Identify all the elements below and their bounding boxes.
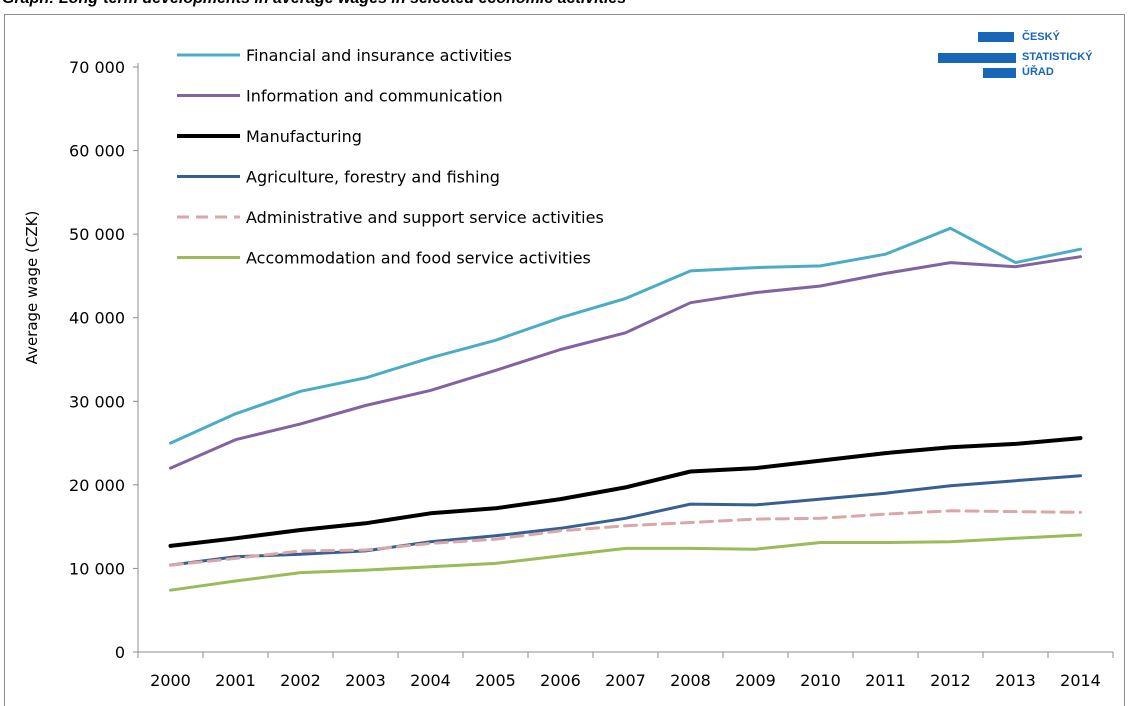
chart-frame: [4, 14, 1125, 706]
logo-text-line-2: STATISTICKÝ: [1022, 51, 1093, 63]
czso-logo: ČESKÝ STATISTICKÝ ÚŘAD: [938, 31, 1092, 82]
y-tick-label: 20 000: [69, 476, 125, 495]
x-tick-label: 2006: [540, 671, 581, 690]
y-tick-label: 30 000: [69, 392, 125, 411]
logo-bar: [938, 53, 1016, 63]
y-tick-label: 10 000: [69, 559, 125, 578]
legend-label: Administrative and support service activ…: [246, 208, 604, 227]
series-line: [169, 255, 1082, 470]
x-tick-label: 2010: [800, 671, 841, 690]
chart-title: Graph: Long-term developments in average…: [2, 0, 626, 8]
x-tick-label: 2001: [215, 671, 256, 690]
y-tick-label: 40 000: [69, 309, 125, 328]
x-tick-label: 2013: [995, 671, 1036, 690]
series-line: [168, 436, 1083, 548]
x-tick-label: 2004: [410, 671, 451, 690]
legend-label: Information and communication: [246, 87, 503, 106]
series-line: [169, 533, 1082, 592]
y-tick-label: 50 000: [69, 225, 125, 244]
x-tick-label: 2009: [735, 671, 776, 690]
legend-label: Agriculture, forestry and fishing: [246, 168, 500, 187]
x-tick-label: 2008: [670, 671, 711, 690]
x-tick-label: 2005: [475, 671, 516, 690]
logo-text-line-3: ÚŘAD: [1022, 66, 1054, 78]
x-tick-label: 2000: [150, 671, 191, 690]
y-axis-title: Average wage (CZK): [23, 211, 41, 365]
x-tick-label: 2002: [280, 671, 321, 690]
logo-text-line-1: ČESKÝ: [1022, 31, 1060, 43]
x-tick-label: 2012: [930, 671, 971, 690]
legend-label: Accommodation and food service activitie…: [246, 249, 591, 268]
y-tick-label: 60 000: [69, 142, 125, 161]
legend-label: Manufacturing: [246, 127, 362, 146]
x-tick-label: 2003: [345, 671, 386, 690]
y-tick-label: 70 000: [69, 58, 125, 77]
x-tick-label: 2011: [865, 671, 906, 690]
legend-label: Financial and insurance activities: [246, 46, 512, 65]
x-tick-label: 2007: [605, 671, 646, 690]
logo-bar: [983, 68, 1016, 78]
x-tick-label: 2014: [1060, 671, 1101, 690]
y-tick-label: 0: [115, 643, 125, 662]
logo-bar: [978, 32, 1014, 42]
